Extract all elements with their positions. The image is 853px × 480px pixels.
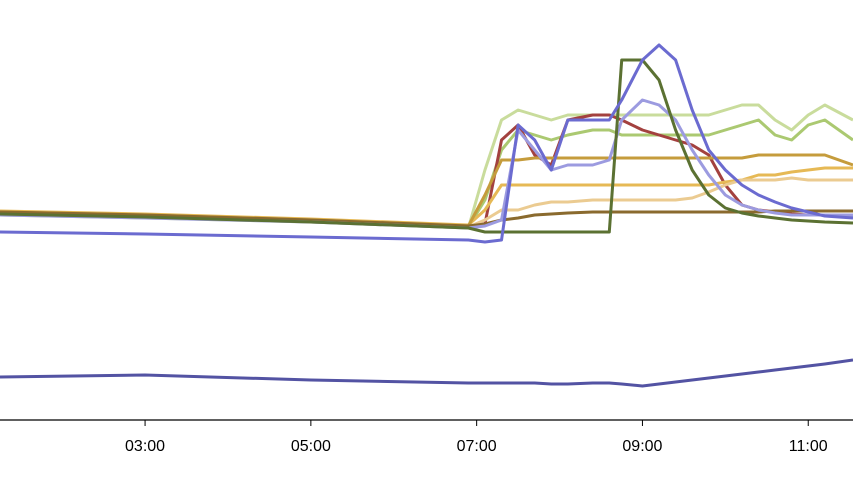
series-line (0, 176, 853, 229)
series-line (0, 166, 853, 227)
x-tick-label: 07:00 (457, 438, 497, 455)
x-tick-label: 05:00 (291, 438, 331, 455)
series-line (0, 358, 853, 388)
x-tick-label: 11:00 (789, 438, 828, 455)
series-line (0, 43, 853, 244)
series-line (0, 58, 853, 234)
series-line (0, 103, 853, 230)
x-tick-label: 09:00 (622, 438, 662, 455)
x-tick-label: 03:00 (125, 438, 165, 455)
series-line (0, 98, 853, 230)
series-line (0, 153, 853, 228)
